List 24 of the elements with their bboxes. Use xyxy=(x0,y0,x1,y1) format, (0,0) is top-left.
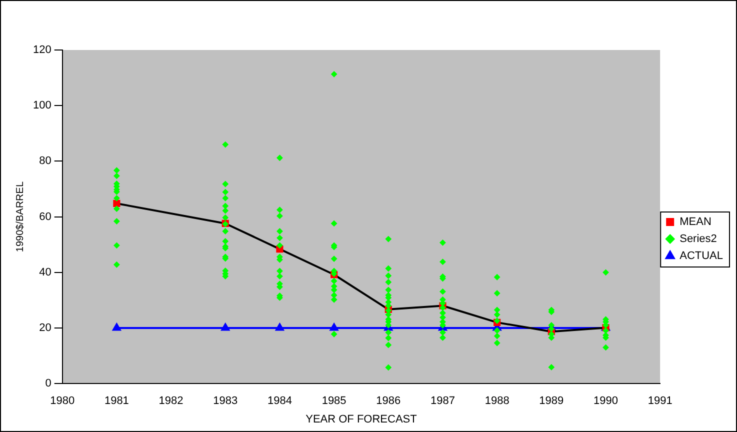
x-tick-label: 1989 xyxy=(539,395,564,408)
x-tick-label: 1988 xyxy=(484,395,510,408)
x-tick-label: 1982 xyxy=(158,395,184,408)
y-tick-label: 80 xyxy=(39,155,52,168)
x-tick-label: 1986 xyxy=(376,395,401,408)
x-tick-label: 1983 xyxy=(213,395,238,408)
x-tick-label: 1991 xyxy=(648,395,672,408)
legend-label: ACTUAL xyxy=(680,250,724,262)
y-tick-label: 0 xyxy=(45,378,52,390)
y-tick-label: 20 xyxy=(39,322,52,334)
x-tick-label: 1981 xyxy=(104,395,129,408)
y-tick-label: 40 xyxy=(39,266,52,278)
y-tick-label: 100 xyxy=(32,100,52,112)
legend-label: MEAN xyxy=(680,216,712,228)
x-tick-label: 1984 xyxy=(267,395,292,408)
x-tick-label: 1987 xyxy=(430,395,455,408)
x-axis-title: YEAR OF FORECAST xyxy=(306,413,418,426)
y-axis-title: 1990$/BARREL xyxy=(14,181,26,252)
x-tick-label: 1980 xyxy=(50,395,75,408)
x-tick-label: 1990 xyxy=(594,395,618,408)
legend-label: Series2 xyxy=(680,233,717,246)
x-tick-label: 1985 xyxy=(322,395,346,408)
y-tick-label: 120 xyxy=(32,44,52,56)
y-tick-label: 60 xyxy=(39,210,52,223)
